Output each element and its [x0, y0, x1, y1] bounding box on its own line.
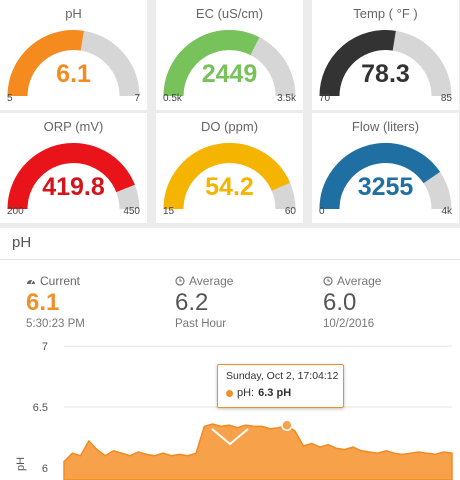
gauge-arc [7, 143, 140, 210]
tooltip-value: 6.3 pH [258, 387, 292, 399]
gauge-value: 6.1 [56, 60, 91, 88]
clock-icon [323, 276, 333, 286]
gauge-title: Temp ( °F ) [353, 6, 418, 21]
gauge-card-ph[interactable]: pH 6.1 5 7 [0, 0, 147, 110]
gauge-value: 2449 [201, 60, 258, 88]
gauge-max-label: 85 [440, 93, 452, 104]
stat-average-day: Average 6.0 10/2/2016 [323, 274, 381, 330]
gauge-title: pH [65, 6, 82, 21]
stat-average-hour: Average 6.2 Past Hour [175, 274, 233, 330]
gauge-card-do[interactable]: DO (ppm) 54.2 15 60 [156, 113, 303, 223]
gauge-fill [7, 30, 84, 97]
gauge-grid: pH 6.1 5 7 EC (uS/cm) 2449 0.5k 3.5k Temp ( °F… [0, 0, 460, 228]
stat-average-day-date: 10/2/2016 [323, 318, 375, 330]
gauge-value: 78.3 [361, 60, 410, 88]
y-tick-label: 7 [42, 341, 48, 353]
gauge-arc [319, 30, 452, 97]
gauge-fill [319, 143, 441, 210]
stat-average-hour-period: Past Hour [175, 318, 227, 330]
gauge-min-label: 5 [7, 93, 13, 104]
y-tick-label: 6 [42, 463, 48, 475]
gauge-max-label: 450 [123, 206, 140, 217]
gauge-fill [163, 30, 260, 97]
ph-history-chart[interactable]: 7 6.5 6 pH [0, 340, 460, 480]
gauge-fill [7, 143, 135, 210]
detail-title: pH [12, 234, 32, 251]
chart-tooltip: Sunday, Oct 2, 17:04:12 pH: 6.3 pH [217, 364, 344, 408]
gauge-title: ORP (mV) [43, 119, 104, 134]
gauge-max-label: 7 [134, 93, 140, 104]
stat-average-hour-value: 6.2 [175, 289, 209, 316]
gauge-value: 54.2 [205, 173, 254, 201]
clock-icon [175, 276, 185, 286]
gauge-value: 3255 [357, 173, 414, 201]
gauge-max-label: 60 [284, 206, 296, 217]
gauge-min-label: 70 [319, 93, 331, 104]
gauge-max-label: 3.5k [277, 93, 296, 104]
gauge-arc [163, 143, 296, 210]
y-axis-label: pH [15, 457, 27, 471]
hover-point[interactable] [281, 419, 293, 431]
detail-panel: pH Current 6.1 5:30:23 PM Average 6.2 Pa… [0, 228, 460, 480]
tooltip-series-label: pH: [237, 387, 255, 399]
stat-current: Current 6.1 5:30:23 PM [26, 274, 85, 330]
stat-current-label: Current [40, 274, 81, 288]
stat-average-day-value: 6.0 [323, 289, 357, 316]
gauge-card-flow[interactable]: Flow (liters) 3255 0 4k [312, 113, 459, 223]
gauge-fill [163, 143, 291, 210]
gauge-arc [7, 30, 140, 97]
gauge-min-label: 15 [163, 206, 175, 217]
gauge-title: DO (ppm) [200, 119, 259, 134]
y-tick-label: 6.5 [33, 402, 48, 414]
gauge-min-label: 0 [319, 206, 325, 217]
gauge-title: EC (uS/cm) [195, 6, 264, 21]
gauge-card-orp[interactable]: ORP (mV) 419.8 200 450 [0, 113, 147, 223]
gauge-max-label: 4k [441, 206, 452, 217]
gauge-arc [319, 143, 452, 210]
gauge-card-temp[interactable]: Temp ( °F ) 78.3 70 85 [312, 0, 459, 110]
tooltip-series-dot [226, 389, 233, 397]
gauge-title: Flow (liters) [351, 119, 420, 134]
gauge-value: 419.8 [42, 173, 105, 201]
stat-current-value: 6.1 [26, 289, 60, 316]
ph-series-area [63, 423, 453, 480]
gauge-arc [163, 30, 296, 97]
tooltip-date: Sunday, Oct 2, 17:04:12 [226, 370, 339, 382]
gauge-icon [27, 279, 35, 284]
stat-average-hour-label: Average [189, 274, 234, 288]
gauge-min-label: 200 [7, 206, 24, 217]
gauge-min-label: 0.5k [163, 93, 182, 104]
gauge-card-ec[interactable]: EC (uS/cm) 2449 0.5k 3.5k [156, 0, 303, 110]
chevron-down-icon[interactable] [211, 428, 249, 446]
stat-current-time: 5:30:23 PM [26, 318, 85, 330]
divider [0, 259, 460, 260]
stat-average-day-label: Average [337, 274, 382, 288]
gauge-fill [319, 30, 396, 97]
